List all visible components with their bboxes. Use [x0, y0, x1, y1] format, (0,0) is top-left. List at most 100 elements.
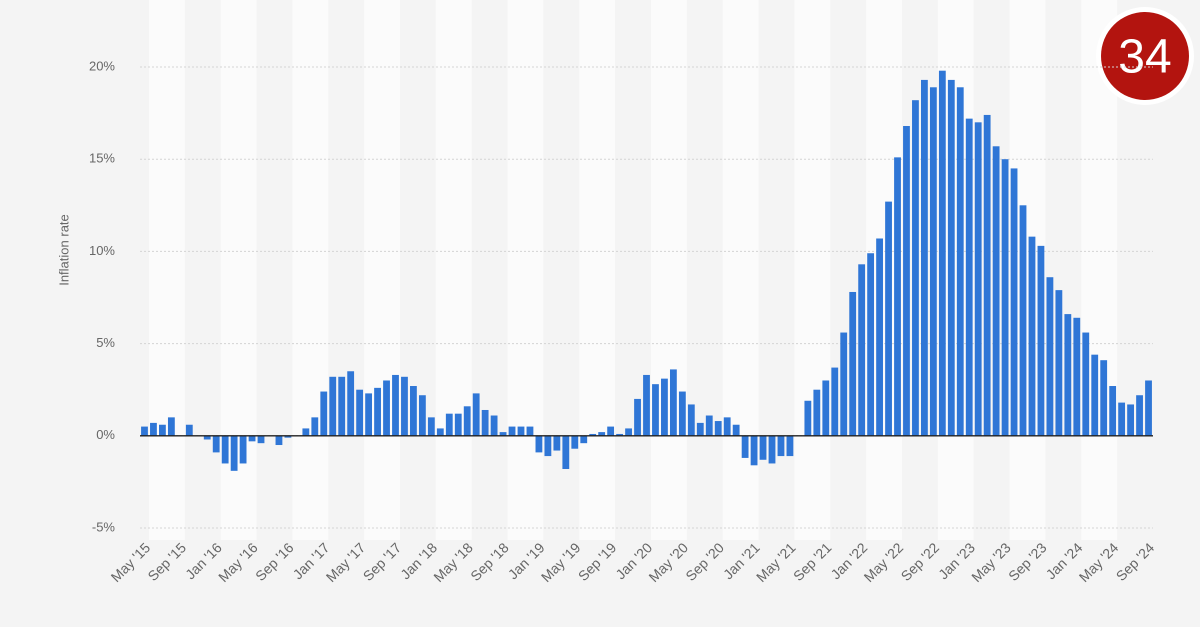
- bar: [678, 391, 686, 436]
- y-tick-label: 0%: [96, 427, 115, 442]
- bar: [562, 435, 570, 469]
- bar: [544, 435, 552, 457]
- bar: [1019, 205, 1027, 436]
- stripe: [148, 0, 185, 540]
- bar: [661, 378, 668, 436]
- bar: [571, 435, 579, 449]
- bar: [912, 100, 919, 436]
- bar: [607, 426, 615, 436]
- y-tick-label: 10%: [89, 243, 115, 258]
- bar: [885, 201, 892, 436]
- badge: [1101, 12, 1189, 100]
- bar: [598, 432, 606, 436]
- bar: [965, 118, 973, 436]
- bar: [383, 380, 390, 436]
- bar: [669, 369, 677, 436]
- bar: [1028, 236, 1036, 436]
- bar: [526, 426, 534, 436]
- bar: [1145, 380, 1152, 436]
- y-tick-label: 15%: [89, 151, 115, 166]
- bar: [410, 386, 417, 436]
- bar: [472, 393, 480, 436]
- bar: [418, 395, 426, 436]
- bar: [239, 435, 247, 464]
- bar: [1127, 404, 1134, 436]
- bar: [723, 417, 731, 436]
- bar: [1001, 159, 1009, 436]
- bar: [983, 114, 991, 436]
- bar: [1109, 386, 1117, 436]
- bar: [203, 435, 211, 440]
- bar: [741, 435, 749, 458]
- bar: [804, 400, 812, 436]
- bar: [974, 122, 982, 436]
- bar: [275, 435, 283, 446]
- bar: [517, 426, 525, 436]
- bar: [858, 264, 866, 436]
- bar: [1055, 290, 1063, 436]
- bar: [768, 435, 776, 464]
- badge-text: 34: [1118, 31, 1171, 84]
- bar: [580, 435, 588, 444]
- bar: [481, 409, 489, 436]
- bar: [920, 79, 928, 436]
- bar: [1118, 402, 1126, 436]
- bar: [1064, 314, 1072, 436]
- bar: [956, 87, 964, 436]
- y-tick-label: 20%: [89, 58, 115, 73]
- bar: [1073, 317, 1081, 436]
- bar: [392, 374, 399, 436]
- bar: [159, 424, 166, 436]
- bar: [714, 421, 722, 436]
- bar: [1136, 395, 1143, 436]
- bar: [436, 428, 444, 436]
- stripe: [650, 0, 687, 540]
- bar: [732, 424, 740, 436]
- y-tick-label: -5%: [92, 519, 116, 534]
- bar: [696, 422, 704, 436]
- bar: [903, 126, 910, 436]
- bar: [499, 432, 507, 436]
- bar: [1037, 245, 1045, 436]
- bar: [1100, 360, 1108, 436]
- bar: [929, 87, 937, 436]
- bar: [616, 433, 624, 436]
- bar: [185, 424, 193, 436]
- bar: [840, 332, 848, 436]
- bar: [365, 393, 373, 436]
- bar: [992, 146, 1000, 436]
- bar: [490, 415, 498, 436]
- bar: [947, 79, 955, 436]
- bar: [1091, 354, 1099, 436]
- bar: [338, 376, 346, 436]
- bar: [221, 435, 229, 464]
- bar: [167, 417, 175, 436]
- bar: [141, 426, 148, 436]
- stripe: [435, 0, 472, 540]
- bar: [374, 387, 381, 436]
- y-tick-label: 5%: [96, 335, 115, 350]
- stripe: [292, 0, 329, 540]
- stripe: [794, 0, 831, 540]
- bar: [831, 367, 839, 436]
- bar: [822, 380, 830, 436]
- bar: [463, 406, 471, 436]
- bar: [212, 435, 220, 453]
- bar: [356, 389, 364, 436]
- bar: [625, 428, 632, 436]
- bar: [311, 417, 319, 436]
- y-axis-label: Inflation rate: [56, 214, 71, 286]
- bar: [1082, 332, 1090, 436]
- bar: [427, 417, 435, 436]
- bar: [329, 376, 337, 436]
- bar: [777, 435, 785, 457]
- bar: [849, 291, 857, 436]
- bar: [687, 404, 695, 436]
- bar: [876, 238, 883, 436]
- bar: [938, 70, 946, 436]
- bar: [643, 374, 650, 436]
- bar: [320, 391, 328, 436]
- stripe: [507, 0, 544, 540]
- bar: [284, 435, 292, 438]
